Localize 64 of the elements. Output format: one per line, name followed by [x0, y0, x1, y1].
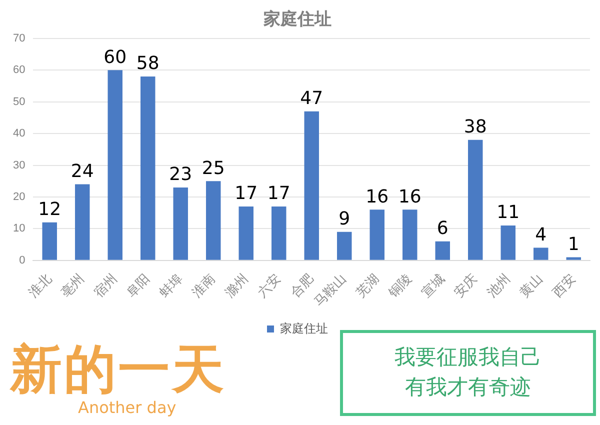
x-tick-label: 淮北	[25, 270, 54, 300]
bar	[238, 206, 254, 260]
y-tick-label: 40	[12, 128, 26, 140]
bar	[370, 210, 384, 260]
y-tick-label: 0	[19, 254, 26, 266]
data-label: 12	[38, 199, 62, 220]
data-label: 25	[202, 158, 225, 179]
bar	[74, 184, 90, 260]
bar	[468, 140, 483, 260]
legend-label: 家庭住址	[280, 321, 328, 336]
text: 新的一天	[10, 338, 226, 400]
text: 有我才有奇迹	[404, 374, 532, 401]
x-tick-label: 阜阳	[124, 270, 153, 300]
data-label: 60	[104, 46, 127, 68]
bar	[435, 241, 450, 260]
data-label: 11	[496, 202, 520, 224]
bar	[500, 226, 516, 260]
text: Another day	[78, 398, 176, 417]
x-tick-label: 西安	[549, 270, 578, 300]
data-label: 16	[398, 186, 422, 208]
bar	[108, 70, 122, 260]
x-tick-label: 六安	[254, 270, 284, 300]
data-label: 24	[70, 160, 94, 182]
text: 我要征服我自己	[394, 344, 542, 371]
y-tick-label: 20	[12, 190, 26, 203]
chart-title: 家庭住址	[262, 10, 332, 30]
bar	[42, 222, 57, 260]
y-tick-label: 30	[12, 159, 26, 172]
bar	[337, 232, 352, 260]
x-tick-label: 芜湖	[352, 270, 382, 300]
data-label: 58	[136, 53, 160, 74]
y-tick-label: 50	[12, 96, 26, 108]
x-tick-label: 安庆	[451, 270, 480, 300]
x-tick-label: 滁州	[222, 270, 251, 300]
x-tick-label: 铜陵	[384, 270, 415, 301]
bar	[140, 76, 156, 260]
data-label: 17	[267, 183, 290, 204]
bar	[402, 210, 418, 260]
data-label: 9	[338, 208, 350, 230]
y-tick-label: 70	[12, 32, 26, 44]
data-label: 4	[535, 224, 547, 246]
x-tick-label: 池州	[484, 270, 513, 300]
data-label: 1	[568, 234, 580, 255]
bar	[566, 257, 581, 260]
data-label: 23	[169, 164, 192, 186]
bar	[534, 248, 548, 260]
bar	[304, 111, 319, 260]
data-label: 17	[234, 183, 258, 204]
data-label: 38	[464, 116, 487, 138]
data-label: 6	[436, 218, 448, 240]
x-tick-label: 宿州	[90, 270, 120, 300]
x-tick-label: 亳州	[58, 270, 88, 300]
data-label: 47	[300, 88, 324, 110]
x-tick-label: 淮南	[189, 270, 218, 300]
y-tick-label: 60	[12, 64, 26, 76]
bar	[206, 181, 221, 260]
x-tick-label: 宣城	[418, 270, 448, 300]
x-tick-label: 蚌埠	[156, 270, 186, 300]
data-label: 16	[366, 186, 389, 208]
bar	[173, 187, 188, 260]
x-tick-label: 黄山	[516, 270, 546, 300]
y-tick-label: 10	[12, 222, 26, 235]
bar	[272, 206, 286, 260]
x-tick-label: 合肥	[287, 270, 316, 300]
